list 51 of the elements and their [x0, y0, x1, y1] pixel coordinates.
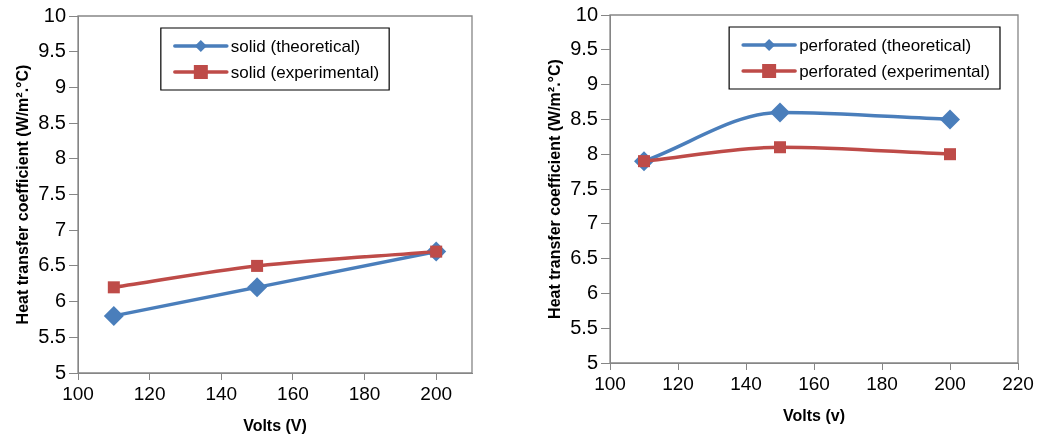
y-axis-title: Heat transfer coefficient (W/m².°C) [546, 59, 564, 319]
point [251, 259, 264, 272]
x-tick-label: 220 [1002, 372, 1034, 394]
x-tick-label: 160 [798, 372, 830, 394]
point [940, 109, 960, 130]
x-tick-label: 100 [594, 372, 626, 394]
y-tick-label: 5 [54, 360, 66, 383]
y-tick-label: 6.5 [38, 253, 66, 276]
x-tick-label: 200 [934, 372, 966, 394]
y-tick-label: 10 [575, 2, 598, 25]
y-tick-label: 8.5 [570, 106, 598, 129]
x-tick-label: 160 [277, 382, 309, 404]
legend-label: solid (theoretical) [230, 36, 361, 56]
point [770, 102, 790, 123]
y-axis-title: Heat transfer coefficient (W/m².°C) [14, 64, 32, 325]
x-axis-title: Volts (v) [783, 406, 845, 424]
x-tick-label: 140 [205, 382, 238, 404]
y-tick-label: 8.5 [38, 110, 66, 133]
point [943, 148, 957, 161]
x-tick-label: 140 [730, 372, 762, 394]
legend-label: perforated (experimental) [799, 61, 991, 81]
point [247, 277, 268, 298]
y-tick-label: 9 [586, 72, 598, 95]
y-tick-label: 7 [586, 211, 598, 234]
point [773, 141, 787, 154]
y-tick-label: 7.5 [38, 182, 66, 205]
y-tick-label: 6 [586, 280, 598, 303]
x-tick-label: 200 [420, 382, 453, 404]
x-axis-title: Volts (V) [243, 416, 307, 434]
x-tick-label: 120 [662, 372, 694, 394]
y-tick-label: 6.5 [570, 246, 598, 269]
y-tick-label: 7.5 [570, 176, 598, 199]
x-tick-label: 120 [133, 382, 166, 404]
x-tick-label: 180 [348, 382, 381, 404]
y-tick-label: 8 [54, 146, 66, 169]
y-tick-label: 9.5 [570, 37, 598, 60]
legend-label: solid (experimental) [230, 62, 380, 82]
y-tick-label: 6 [54, 289, 66, 312]
point [107, 281, 120, 294]
x-tick-label: 180 [866, 372, 898, 394]
legend-label: perforated (theoretical) [799, 35, 972, 55]
x-tick-label: 100 [62, 382, 94, 404]
y-tick-label: 5 [586, 350, 598, 373]
y-tick-label: 9 [54, 74, 66, 97]
y-tick-label: 8 [586, 141, 598, 164]
point [103, 305, 124, 326]
y-tick-label: 7 [54, 217, 66, 240]
y-tick-label: 5.5 [570, 315, 598, 338]
y-tick-label: 5.5 [38, 324, 66, 347]
y-tick-label: 9.5 [38, 39, 66, 62]
y-tick-label: 10 [43, 3, 66, 26]
